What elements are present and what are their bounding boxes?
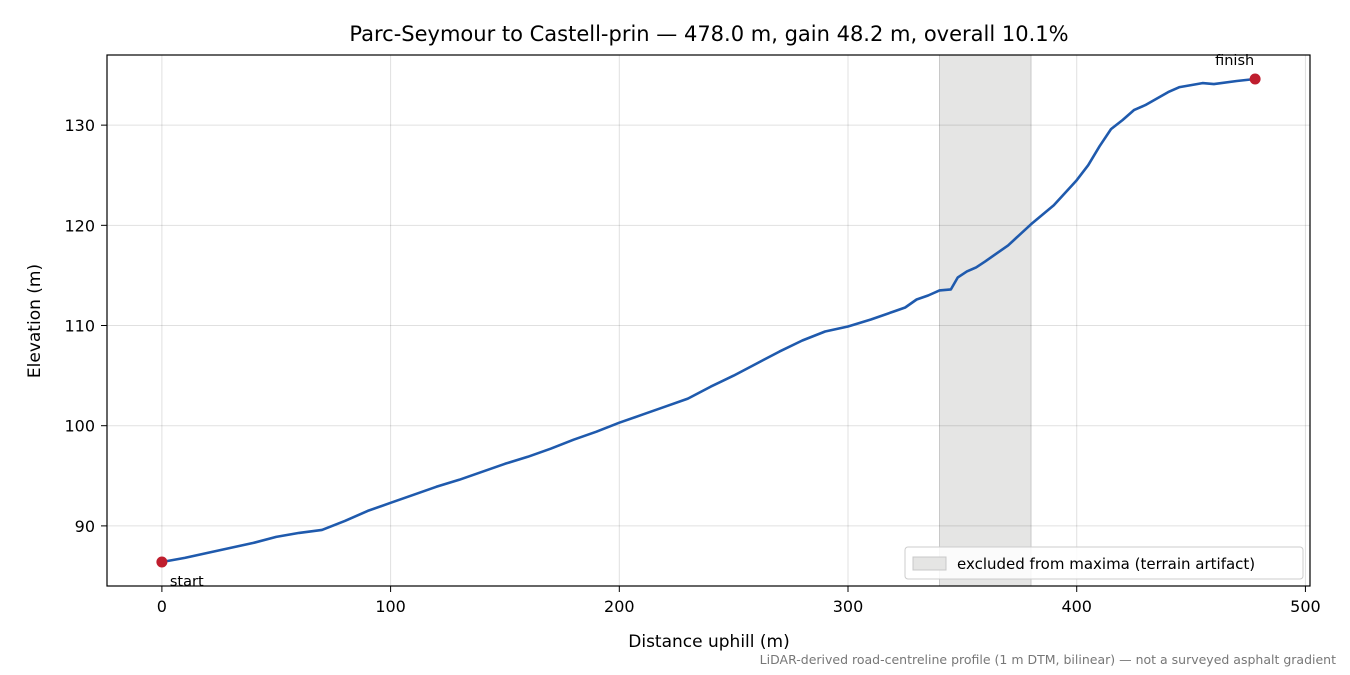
finish-annotation: finish: [1215, 53, 1254, 69]
finish-marker: [1249, 73, 1261, 85]
y-tick-label: 130: [64, 116, 95, 135]
y-tick-label: 100: [64, 417, 95, 436]
plot-background: [107, 55, 1310, 586]
plot-area: [107, 55, 1310, 586]
x-tick-label: 400: [1061, 597, 1092, 616]
chart-title: Parc-Seymour to Castell-prin — 478.0 m, …: [349, 22, 1068, 46]
x-tick-label: 100: [375, 597, 406, 616]
excluded-region-band: [938, 54, 1032, 587]
x-tick-label: 200: [604, 597, 635, 616]
elevation-line: [161, 77, 1256, 564]
grid-lines: [107, 55, 1310, 586]
y-axis-label: Elevation (m): [25, 264, 45, 378]
footer-note: LiDAR-derived road-centreline profile (1…: [760, 652, 1336, 667]
series-layer: [161, 77, 1256, 564]
plot-frame: [106, 54, 1311, 587]
legend: excluded from maxima (terrain artifact): [904, 546, 1304, 580]
excluded-band: [938, 54, 1032, 587]
legend-swatch: [912, 556, 947, 571]
y-tick-label: 120: [64, 216, 95, 235]
x-tick-label: 300: [833, 597, 864, 616]
y-tick-label: 90: [75, 517, 95, 536]
start-annotation: start: [170, 574, 204, 590]
legend-label: excluded from maxima (terrain artifact): [957, 555, 1255, 573]
x-tick-label: 500: [1290, 597, 1321, 616]
x-axis-label: Distance uphill (m): [628, 632, 789, 652]
start-marker: [156, 556, 168, 568]
y-axis-ticks: 90 100 110 120 130: [64, 116, 107, 536]
x-axis-ticks: 0 100 200 300 400 500: [157, 586, 1321, 616]
x-tick-label: 0: [157, 597, 167, 616]
y-tick-label: 110: [64, 317, 95, 336]
legend-box: [904, 546, 1304, 580]
axes-frame: [106, 54, 1311, 587]
